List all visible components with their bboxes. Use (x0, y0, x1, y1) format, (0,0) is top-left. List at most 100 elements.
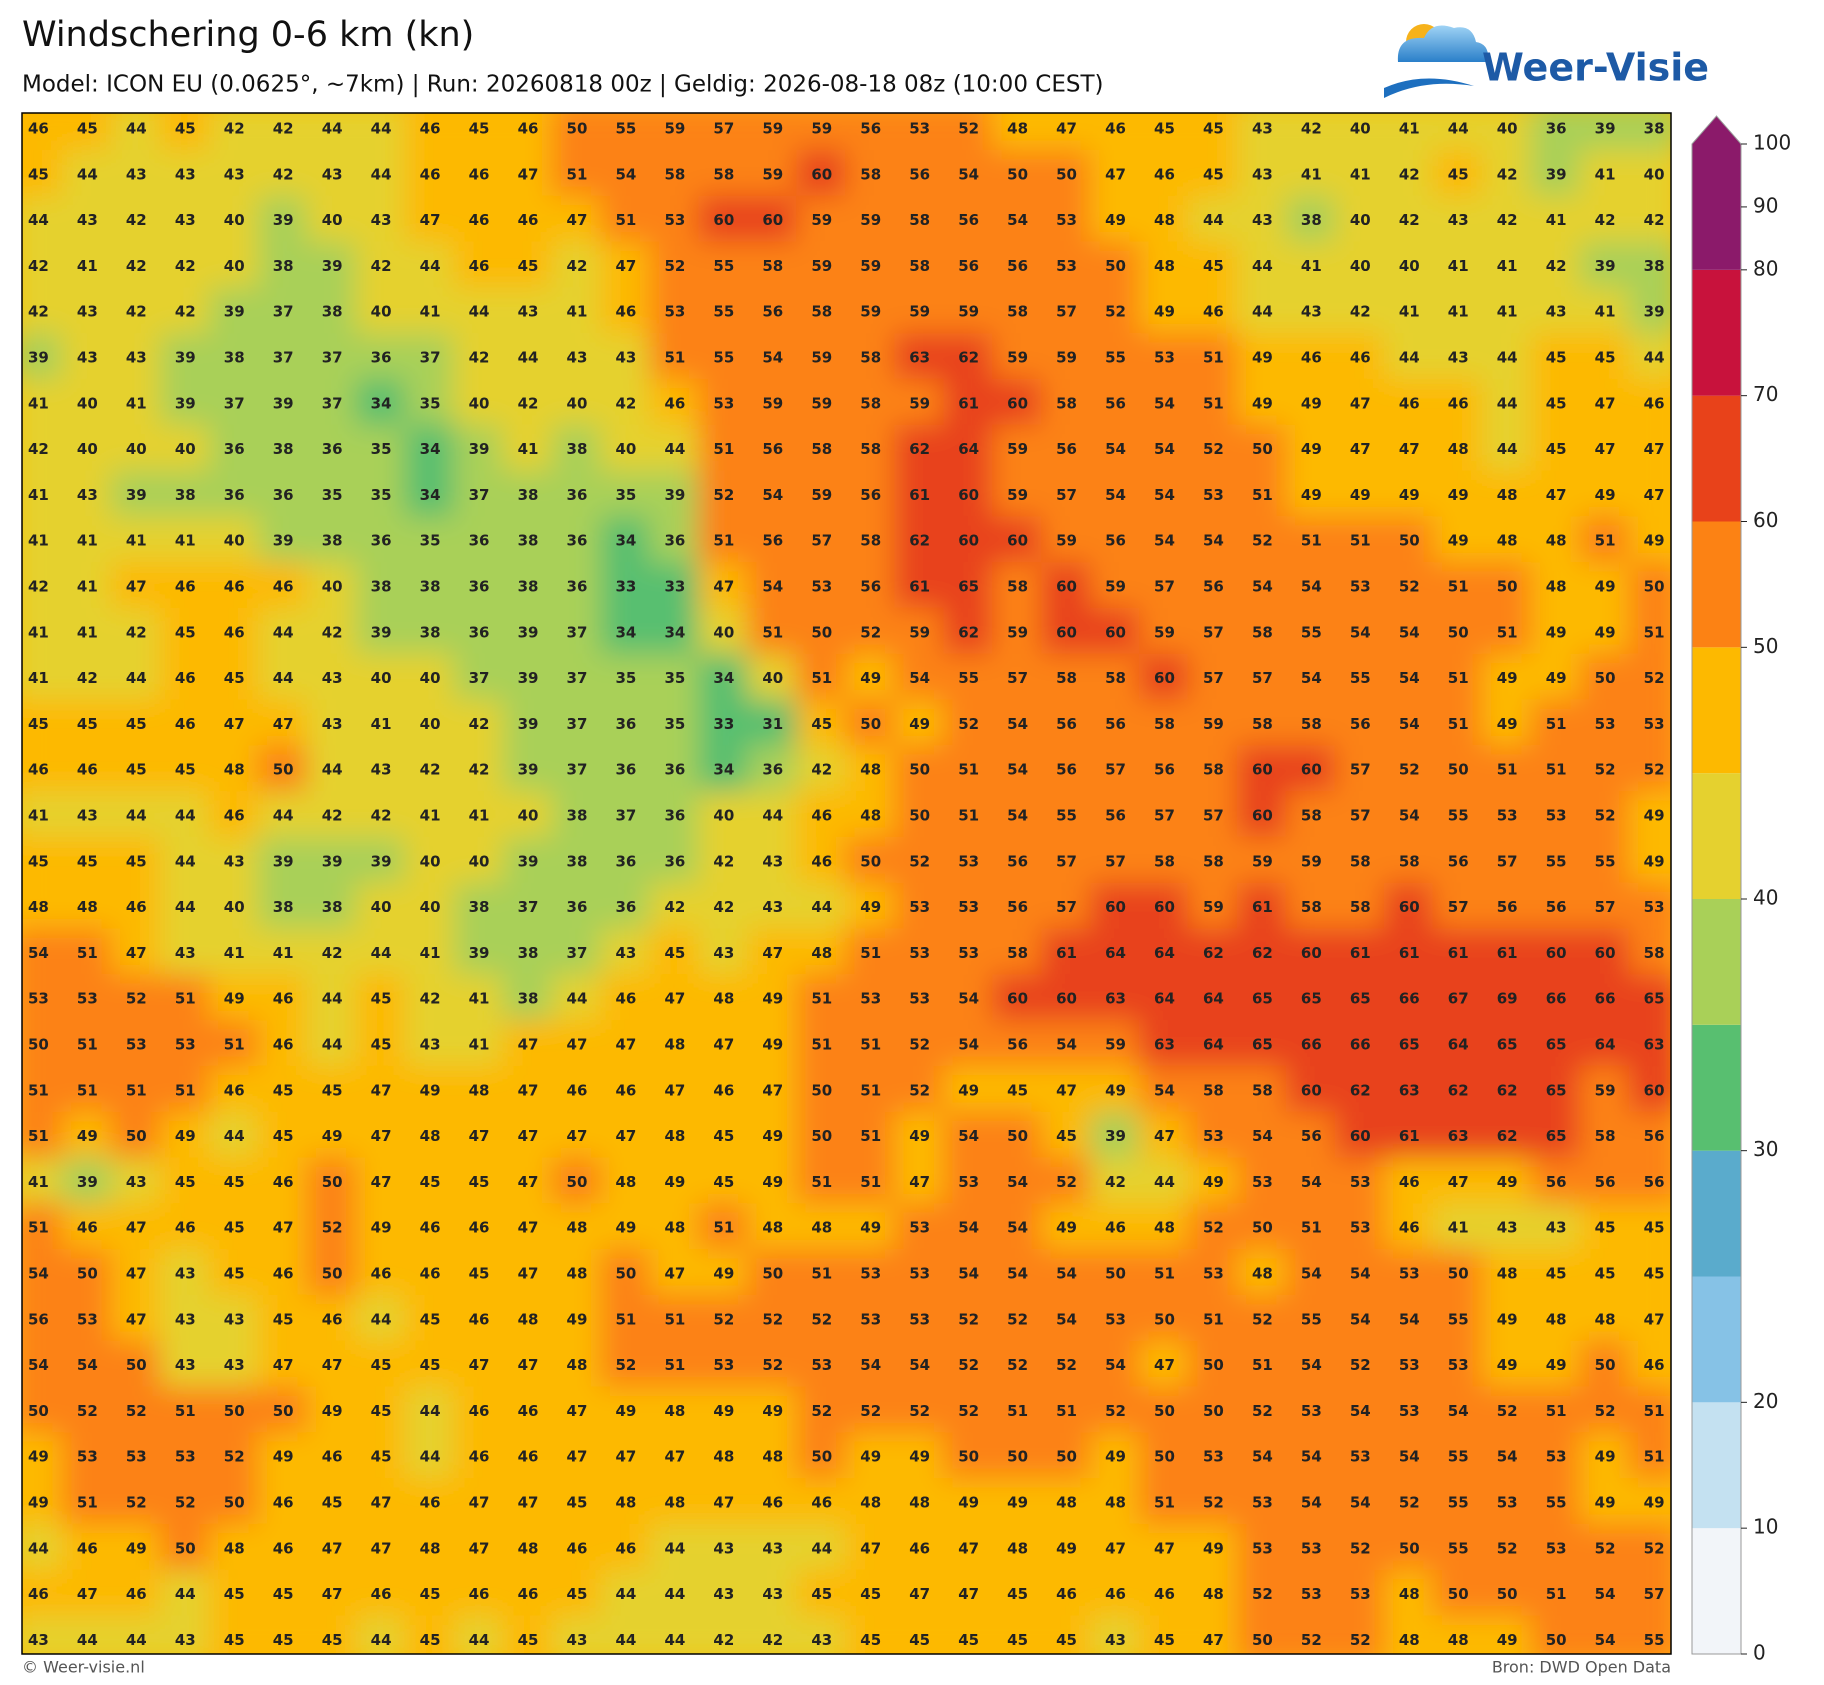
grid-value: 43 (175, 211, 196, 229)
grid-value: 52 (958, 120, 979, 138)
field-cell (747, 1386, 799, 1435)
field-cell (22, 333, 64, 381)
field-cell (698, 699, 750, 748)
grid-value: 42 (1497, 165, 1518, 183)
grid-value: 52 (860, 1402, 881, 1420)
field-cell (1139, 195, 1190, 244)
field-cell (1041, 1386, 1093, 1435)
grid-value: 46 (371, 1265, 392, 1283)
field-cell (992, 607, 1044, 656)
grid-value: 39 (1595, 120, 1616, 138)
grid-value: 53 (1154, 349, 1175, 367)
grid-value: 47 (615, 257, 636, 275)
field-cell (22, 1432, 64, 1481)
field-cell (61, 1111, 113, 1160)
field-cell (502, 653, 554, 702)
grid-value: 44 (322, 1036, 343, 1054)
grid-value: 47 (860, 1539, 881, 1557)
grid-value: 52 (762, 1310, 783, 1328)
grid-value: 52 (958, 1356, 979, 1374)
field-cell (1432, 1249, 1484, 1297)
field-cell (355, 149, 407, 198)
field-cell (551, 1065, 603, 1114)
field-cell (1628, 745, 1671, 794)
field-cell (502, 562, 554, 610)
field-cell (1383, 607, 1435, 656)
grid-value: 43 (567, 1631, 588, 1649)
grid-value: 58 (1595, 1127, 1616, 1145)
field-cell (257, 791, 309, 839)
grid-value: 43 (77, 349, 98, 367)
field-cell (1090, 113, 1141, 152)
grid-value: 54 (1301, 1494, 1322, 1512)
grid-value: 49 (1644, 807, 1665, 825)
grid-value: 58 (1350, 852, 1371, 870)
field-cell (845, 1203, 897, 1252)
grid-value: 51 (811, 990, 832, 1008)
field-cell (404, 974, 456, 1023)
field-cell (600, 1569, 652, 1618)
field-cell (355, 1569, 407, 1618)
field-cell (1579, 1020, 1631, 1068)
field-cell (600, 241, 652, 290)
field-cell (306, 516, 358, 565)
value-labels: 46 45 44 45 42 42 44 44 46 45 46 50 55 59 57 59 59 56 53 52… (28, 120, 1665, 1649)
grid-value: 41 (1595, 303, 1616, 321)
field-cell (1236, 1523, 1288, 1572)
field-cell (1334, 699, 1386, 748)
field-cell (1530, 974, 1582, 1023)
grid-value: 47 (126, 1310, 147, 1328)
field-cell (796, 882, 848, 931)
grid-value: 53 (811, 1356, 832, 1374)
grid-value: 58 (1350, 898, 1371, 916)
grid-value: 43 (322, 669, 343, 687)
field-cell (1432, 378, 1484, 427)
grid-value: 56 (1007, 898, 1028, 916)
field-cell (894, 562, 946, 610)
field-cell (1334, 1111, 1386, 1160)
grid-value: 51 (615, 1310, 636, 1328)
field-cell (1334, 1249, 1386, 1297)
grid-value: 38 (322, 303, 343, 321)
field-cell (1187, 1065, 1239, 1114)
grid-value: 38 (518, 578, 539, 596)
field-cell (355, 1340, 407, 1389)
grid-value: 46 (224, 807, 245, 825)
grid-value: 50 (126, 1127, 147, 1145)
field-cell (649, 836, 701, 885)
field-cell (1628, 1432, 1671, 1481)
field-cell (1090, 1157, 1141, 1206)
grid-value: 53 (1056, 257, 1077, 275)
field-cell (208, 1294, 260, 1343)
grid-value: 48 (1497, 1265, 1518, 1283)
field-cell (551, 1111, 603, 1160)
field-cell (1187, 1157, 1239, 1206)
field-cell (22, 974, 64, 1023)
field-cell (943, 1065, 995, 1114)
grid-value: 37 (518, 898, 539, 916)
field-cell (22, 607, 64, 656)
field-cell (1285, 287, 1337, 336)
field-cell (355, 195, 407, 244)
grid-value: 43 (420, 1036, 441, 1054)
grid-value: 49 (77, 1127, 98, 1145)
grid-value: 36 (615, 852, 636, 870)
field-cell (551, 516, 603, 565)
grid-value: 36 (615, 715, 636, 733)
field-cell (453, 149, 505, 198)
field-cell (1334, 378, 1386, 427)
grid-value: 58 (1644, 944, 1665, 962)
grid-value: 46 (469, 1585, 490, 1603)
grid-value: 66 (1399, 990, 1420, 1008)
field-cell (306, 1203, 358, 1252)
colorbar-label: 70 (1753, 382, 1778, 406)
grid-value: 51 (126, 1081, 147, 1099)
grid-value: 50 (1007, 165, 1028, 183)
field-cell (1481, 287, 1533, 336)
field-cell (1285, 333, 1337, 381)
grid-value: 37 (615, 807, 636, 825)
grid-value: 36 (762, 761, 783, 779)
grid-value: 47 (518, 1036, 539, 1054)
grid-value: 55 (958, 669, 979, 687)
field-cell (110, 745, 162, 794)
